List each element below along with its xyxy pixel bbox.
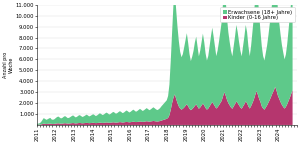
Y-axis label: Anzahl pro
Woche: Anzahl pro Woche [3, 52, 13, 78]
Legend: Erwachsene (18+ Jahre), Kinder (0-16 Jahre): Erwachsene (18+ Jahre), Kinder (0-16 Jah… [220, 7, 295, 22]
